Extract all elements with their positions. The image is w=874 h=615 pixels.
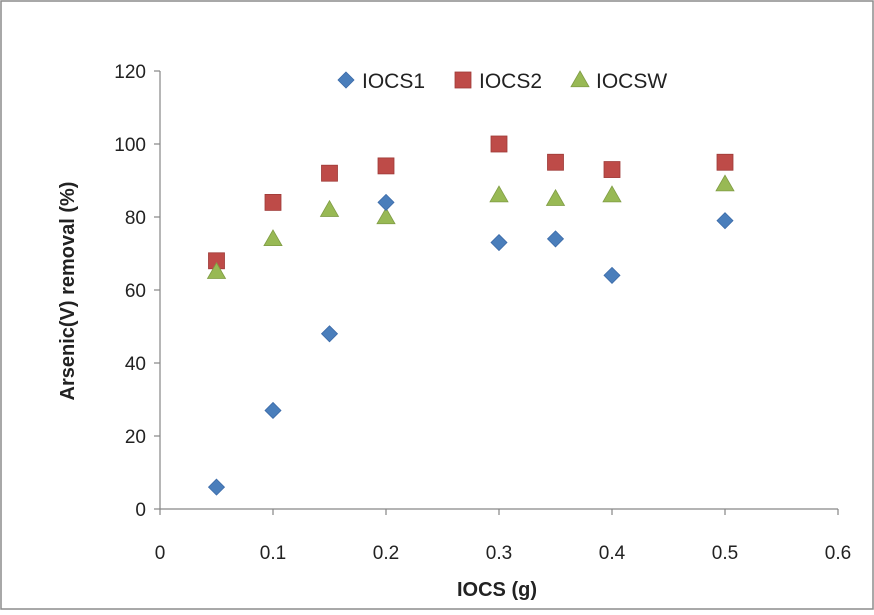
data-point-iocsw (263, 229, 283, 247)
data-point-iocs1 (320, 325, 339, 343)
data-point-iocs2 (716, 153, 734, 171)
data-point-iocsw (602, 185, 622, 203)
tick-labels: 0 20 40 60 80 100 120 0 0.1 0.2 0.3 0.4 0.5 0.6 (114, 62, 851, 564)
y-tick-label: 120 (114, 62, 146, 83)
data-point-iocsw (376, 207, 396, 225)
y-tick-label: 80 (125, 208, 146, 229)
data-point-iocsw (206, 261, 227, 279)
x-tick-label: 0.3 (486, 543, 512, 564)
data-points (206, 135, 735, 496)
data-point-iocs2 (321, 164, 338, 182)
data-point-iocsw (319, 199, 340, 217)
x-tick-label: 0.4 (599, 543, 626, 564)
x-tick-label: 0.6 (825, 543, 851, 564)
data-point-iocs1 (207, 478, 226, 496)
series-iocs1 (207, 193, 734, 496)
x-axis-title: IOCS (g) (457, 579, 537, 601)
data-point-iocs2 (603, 161, 621, 178)
y-tick-label: 60 (125, 281, 146, 302)
data-point-iocs1 (716, 212, 734, 230)
legend-label-iocs2: IOCS2 (479, 70, 542, 93)
y-tick-label: 20 (125, 427, 146, 448)
data-point-iocsw (489, 185, 509, 203)
x-tick-label: 0 (155, 543, 166, 564)
series-iocsw (206, 174, 735, 279)
data-point-iocs1 (546, 230, 565, 248)
legend: IOCS1 IOCS2 IOCSW (337, 70, 667, 93)
data-point-iocs2 (377, 157, 395, 175)
series-iocs2 (208, 135, 734, 270)
legend-marker-iocs2 (454, 71, 472, 89)
data-point-iocs2 (264, 193, 282, 211)
y-tick-label: 0 (135, 500, 146, 521)
data-point-iocs1 (490, 233, 508, 252)
legend-label-iocsw: IOCSW (596, 70, 667, 93)
y-tick-label: 100 (114, 135, 146, 156)
y-axis-title: Arsenic(V) removal (%) (57, 182, 79, 401)
data-point-iocs2 (547, 153, 564, 171)
x-tick-label: 0.5 (712, 543, 738, 564)
data-point-iocsw (545, 188, 566, 206)
x-tick-label: 0.1 (260, 543, 286, 564)
legend-marker-iocs1 (337, 71, 355, 89)
data-point-iocs1 (264, 401, 282, 420)
data-point-iocs1 (377, 193, 395, 211)
x-tick-label: 0.2 (373, 543, 399, 564)
data-point-iocsw (715, 174, 735, 192)
y-tick-label: 40 (125, 354, 146, 375)
legend-marker-iocsw (570, 70, 590, 88)
legend-label-iocs1: IOCS1 (362, 70, 425, 93)
axes (154, 70, 839, 515)
data-point-iocs1 (603, 266, 621, 284)
data-point-iocs2 (490, 135, 508, 153)
